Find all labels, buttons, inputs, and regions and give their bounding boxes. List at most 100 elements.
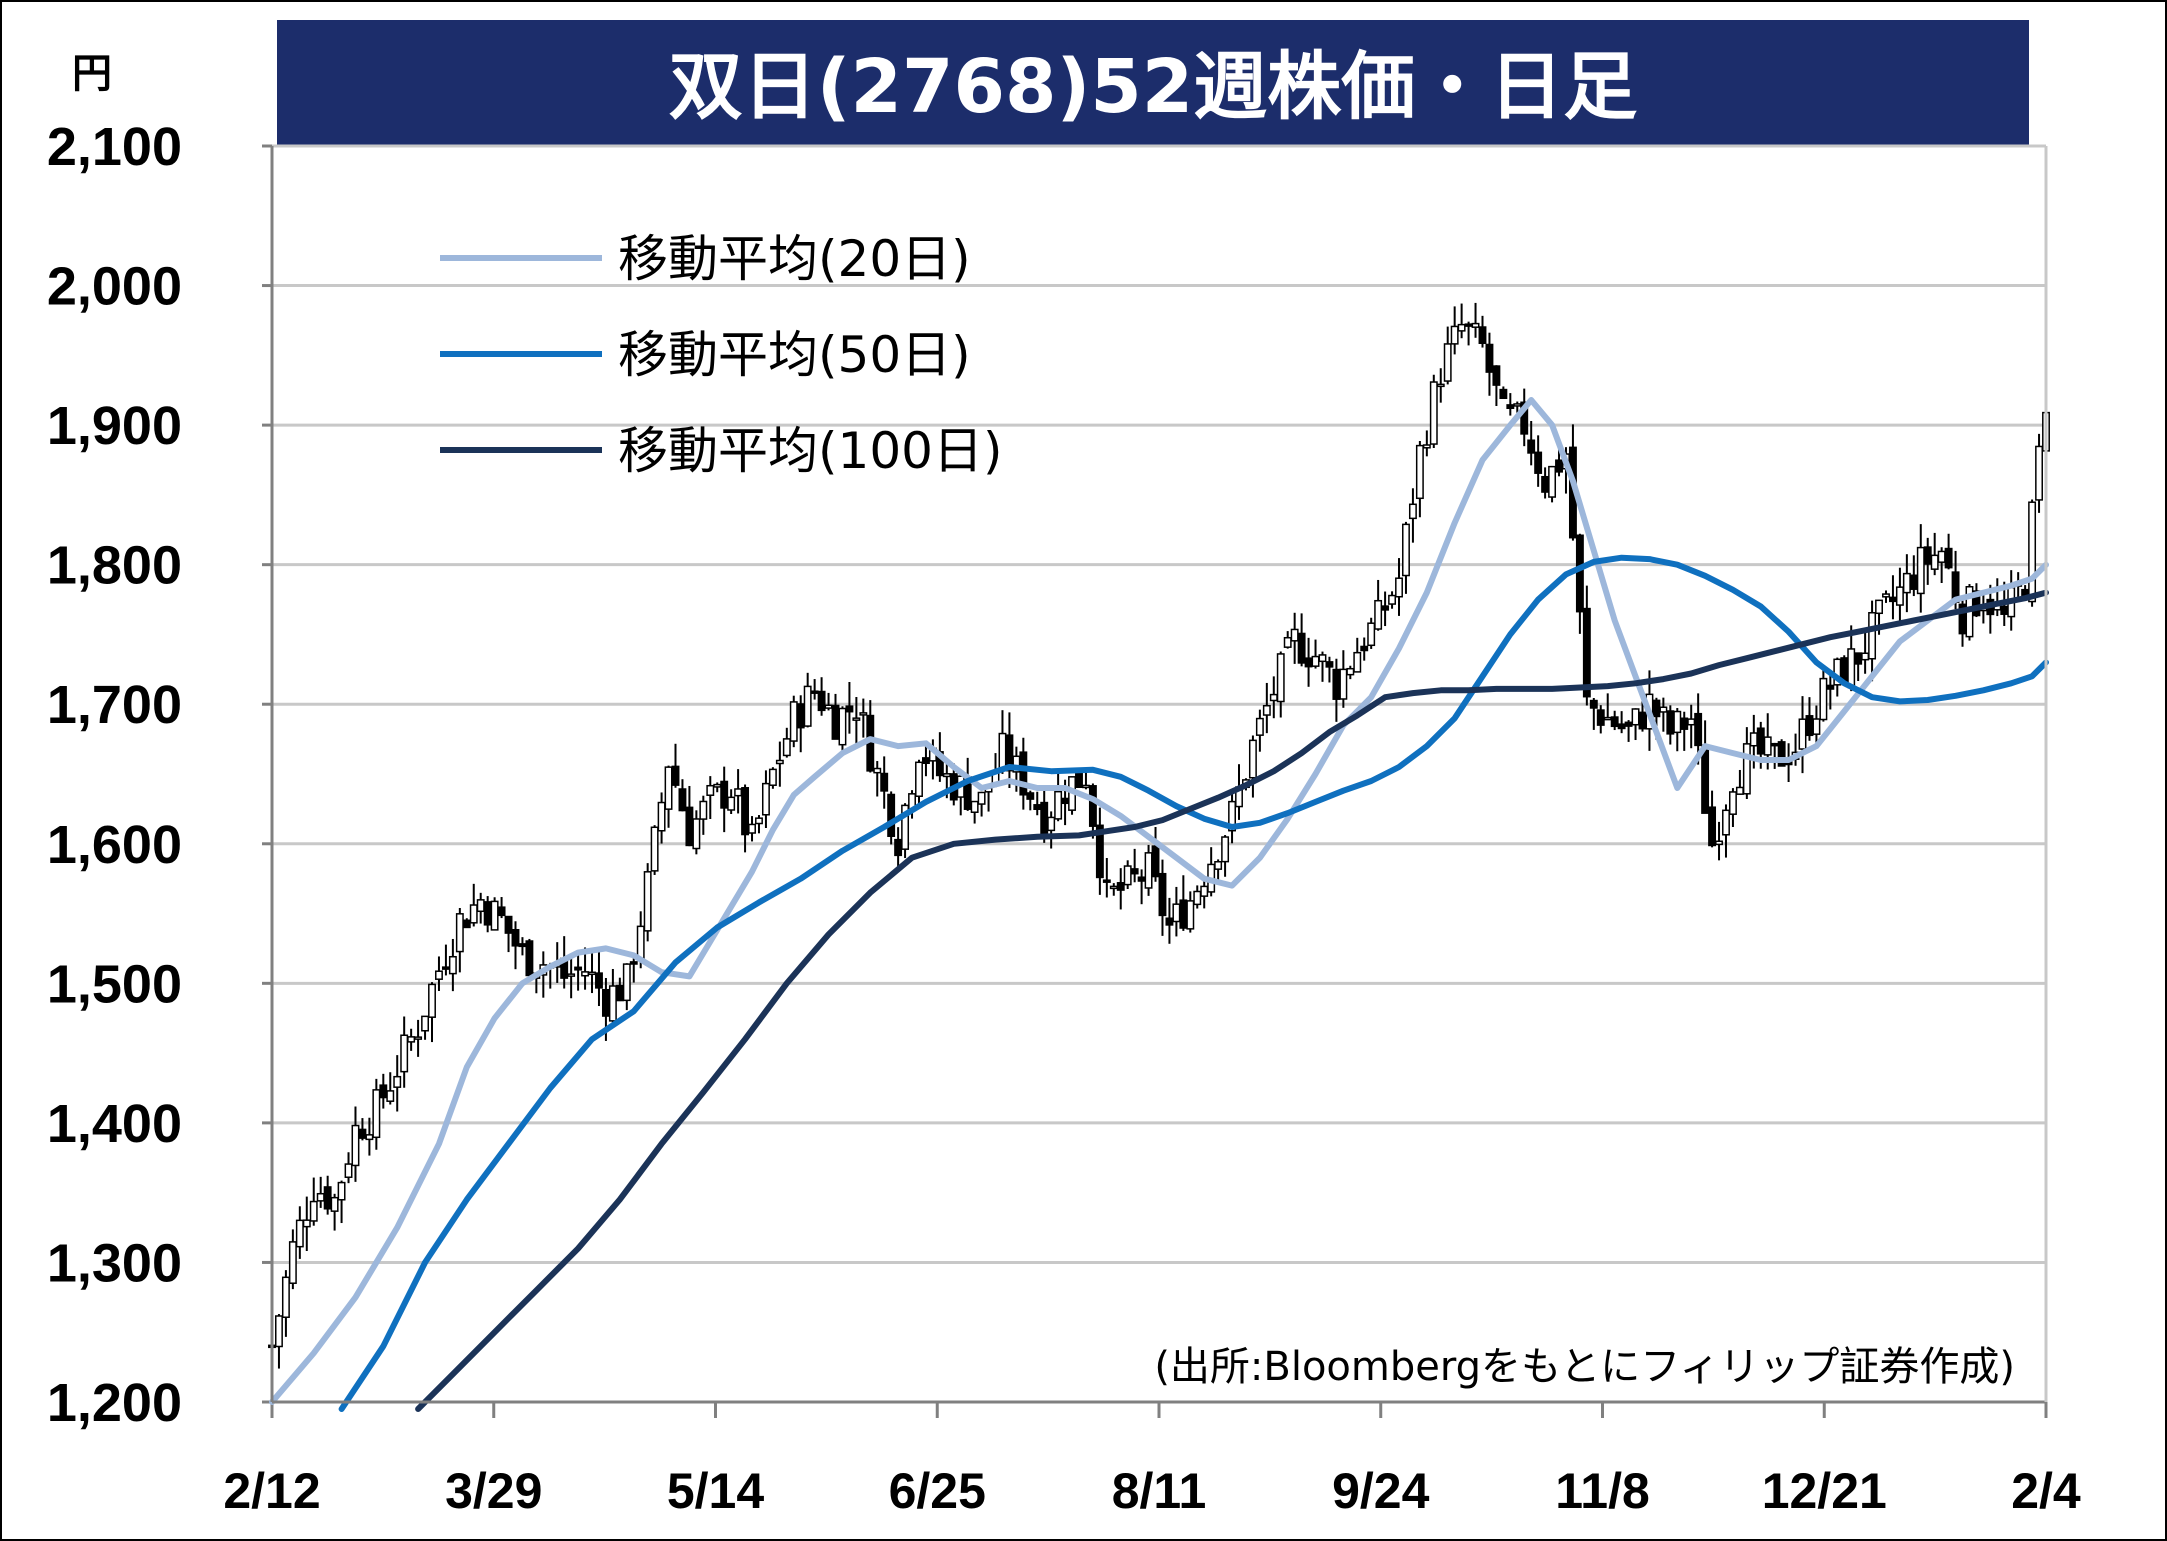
candle-body	[1367, 622, 1376, 647]
candle-body	[671, 765, 680, 786]
candle-body	[1193, 890, 1202, 906]
candle-body	[1269, 693, 1278, 702]
candle-body	[1513, 403, 1522, 407]
legend-label: 移動平均(20日)	[618, 230, 971, 288]
y-tick-label: 1,500	[47, 954, 182, 1014]
candle-body	[775, 759, 784, 765]
candle-body	[379, 1084, 388, 1099]
candle-body	[1617, 723, 1626, 730]
candle-body	[748, 823, 756, 834]
candle-body	[1708, 806, 1717, 847]
candle-body	[1429, 381, 1438, 445]
candle-body	[1875, 599, 1883, 615]
candle-body	[386, 1090, 395, 1102]
x-tick-label: 9/24	[1332, 1463, 1430, 1519]
x-tick-label: 3/29	[445, 1463, 542, 1519]
candle-body	[1395, 577, 1403, 598]
x-tick-label: 5/14	[667, 1463, 765, 1519]
candle-body	[1742, 743, 1751, 795]
candle-body	[1019, 751, 1028, 796]
candle-body	[1555, 459, 1563, 473]
candle-body	[1694, 712, 1703, 747]
candle-body	[1130, 868, 1139, 875]
candle-body	[1728, 791, 1737, 815]
x-axis-ticks: 2/12 3/29 5/14 6/25 8/11 9/24 11/8 12/21 2/4	[223, 1402, 2081, 1519]
y-tick-label: 2,100	[47, 117, 182, 177]
candle-body	[393, 1075, 402, 1088]
y-tick-label: 1,900	[47, 396, 182, 456]
candle-body	[1304, 657, 1313, 668]
candle-body	[622, 963, 631, 1002]
candle-body	[1471, 322, 1480, 328]
candle-body	[1054, 790, 1063, 820]
candle-body	[1311, 655, 1320, 667]
candle-body	[1499, 388, 1508, 400]
candle-body	[1144, 852, 1153, 889]
candle-body	[483, 901, 492, 926]
x-tick-label: 6/25	[889, 1463, 986, 1519]
candle-body	[1972, 590, 1981, 617]
candle-body	[810, 690, 819, 694]
candle-body	[1297, 632, 1306, 664]
candle-body	[1659, 706, 1668, 713]
candle-body	[852, 717, 861, 721]
candle-body	[1123, 865, 1132, 886]
candle-body	[504, 915, 513, 934]
candle-body	[1673, 710, 1682, 734]
candle-body	[1450, 325, 1459, 345]
candle-body	[685, 806, 694, 847]
candle-body	[1763, 736, 1772, 756]
candle-body	[831, 704, 840, 740]
candle-body	[1749, 732, 1758, 747]
candle-body	[511, 928, 520, 947]
candle-body	[525, 940, 534, 977]
candle-body	[1116, 882, 1125, 891]
candle-body	[608, 985, 617, 1022]
candle-body	[581, 971, 590, 977]
candle-body	[768, 768, 777, 786]
candle-body	[1290, 628, 1299, 642]
candle-body	[915, 761, 923, 797]
candle-body	[407, 1036, 416, 1043]
candle-body	[1652, 699, 1661, 718]
candle-body	[880, 772, 889, 792]
candle-body	[1005, 734, 1014, 772]
candle-body	[1276, 653, 1285, 703]
candle-body	[817, 690, 826, 712]
candle-body	[1854, 652, 1863, 665]
x-tick-label: 2/12	[223, 1463, 320, 1519]
candle-body	[727, 796, 736, 811]
candle-body	[1047, 816, 1056, 832]
legend-label: 移動平均(100日)	[618, 422, 1002, 480]
candle-body	[1722, 809, 1730, 836]
candle-body	[1088, 785, 1097, 827]
candle-body	[595, 972, 603, 989]
candle-body	[1575, 534, 1584, 613]
candle-body	[1485, 343, 1494, 373]
candle-body	[421, 1015, 430, 1032]
grid-lines	[272, 144, 2046, 1264]
candle-body	[1172, 903, 1181, 923]
candle-body	[998, 732, 1007, 769]
candle-body	[1534, 451, 1543, 474]
candle-body	[365, 1134, 374, 1141]
candle-body	[1221, 836, 1230, 863]
candle-body	[1360, 645, 1369, 652]
candle-body	[344, 1163, 353, 1178]
candle-body	[1548, 465, 1557, 498]
x-tick-label: 12/21	[1762, 1463, 1887, 1519]
candle-body	[1346, 667, 1355, 676]
candle-body	[970, 800, 979, 813]
candle-body	[1381, 605, 1390, 611]
candle-body	[1861, 652, 1870, 661]
candle-body	[1318, 654, 1327, 663]
candle-body	[1402, 523, 1410, 577]
candle-body	[309, 1200, 318, 1222]
candle-body	[1624, 721, 1633, 727]
candle-body	[1415, 444, 1424, 500]
candle-body	[567, 973, 576, 977]
y-axis-ticks: 1,200 1,300 1,400 1,500 1,600 1,700 1,800 1,900…	[47, 117, 272, 1433]
candle-body	[1137, 876, 1146, 882]
